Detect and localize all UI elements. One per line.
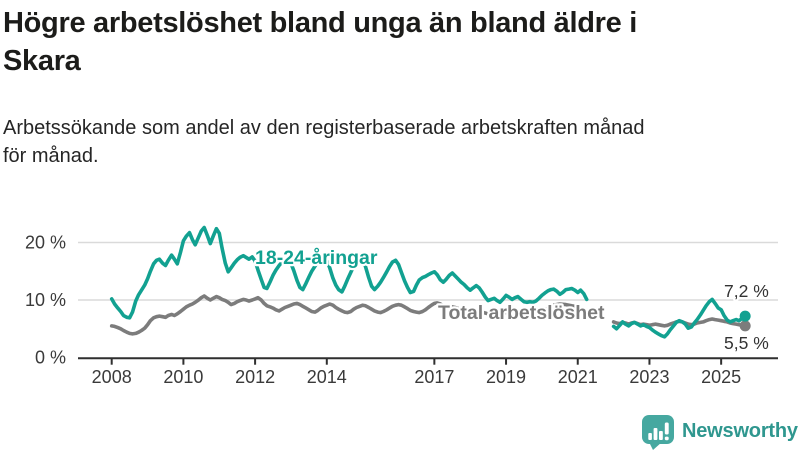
newsworthy-wordmark: Newsworthy <box>682 420 798 442</box>
y-tick-label-20: 20 % <box>25 233 66 253</box>
youth-line-segment-1 <box>109 225 589 320</box>
total-series-label: Total arbetslöshet <box>438 302 605 324</box>
total-end-dot <box>739 320 751 332</box>
youth-end-value-label: 7,2 % <box>724 281 769 301</box>
x-tick-label-2023: 2023 <box>629 367 669 387</box>
chart-subtitle-line-2: för månad. <box>3 145 99 167</box>
newsworthy-logo: Newsworthy <box>639 413 798 450</box>
chart-title-line-2: Skara <box>3 45 81 77</box>
x-tick-label-2017: 2017 <box>414 367 454 387</box>
x-tick-label-2014: 2014 <box>307 367 347 387</box>
youth-end-dot <box>739 310 751 322</box>
x-tick-label-2021: 2021 <box>558 367 598 387</box>
youth-line-segment-2 <box>611 297 747 339</box>
x-tick-label-2025: 2025 <box>701 367 741 387</box>
chart-subtitle-line-1: Arbetssökande som andel av den registerb… <box>3 117 645 139</box>
newsworthy-icon <box>642 415 674 450</box>
x-tick-label-2019: 2019 <box>486 367 526 387</box>
chart-subtitle: Arbetssökande som andel av den registerb… <box>3 114 793 170</box>
x-tick-label-2010: 2010 <box>163 367 203 387</box>
total-line-segment-1 <box>109 294 589 336</box>
x-tick-label-2012: 2012 <box>235 367 275 387</box>
header: Högre arbetslöshet bland unga än bland ä… <box>3 4 783 80</box>
y-tick-label-10: 10 % <box>25 290 66 310</box>
youth-series-label: 18-24-åringar <box>255 246 378 269</box>
x-tick-label-2008: 2008 <box>92 367 132 387</box>
total-end-value-label: 5,5 % <box>724 333 769 353</box>
y-tick-label-0: 0 % <box>35 348 66 368</box>
chart-title-line-1: Högre arbetslöshet bland unga än bland ä… <box>3 7 637 39</box>
